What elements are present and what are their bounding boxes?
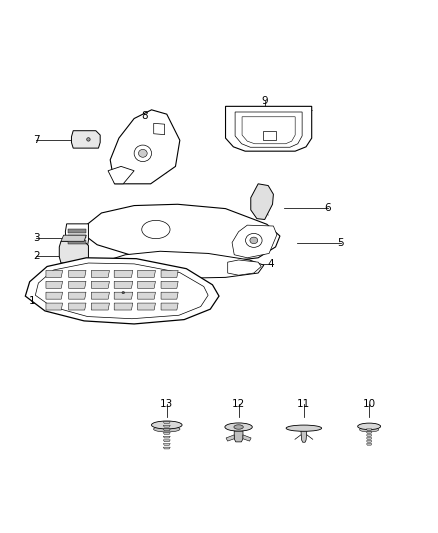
Polygon shape <box>92 303 110 310</box>
Polygon shape <box>228 260 261 275</box>
Polygon shape <box>46 292 63 299</box>
Polygon shape <box>154 123 165 135</box>
Polygon shape <box>138 270 155 277</box>
Ellipse shape <box>138 149 147 157</box>
Polygon shape <box>138 281 155 288</box>
Text: 4: 4 <box>268 260 275 269</box>
Polygon shape <box>163 433 170 434</box>
Text: 2: 2 <box>33 251 39 261</box>
Polygon shape <box>138 303 155 310</box>
Polygon shape <box>232 225 277 258</box>
Polygon shape <box>65 224 88 248</box>
Text: 12: 12 <box>232 399 245 409</box>
Ellipse shape <box>225 423 252 431</box>
Polygon shape <box>161 292 178 299</box>
Polygon shape <box>161 270 178 277</box>
Polygon shape <box>243 435 251 441</box>
Polygon shape <box>226 107 312 151</box>
Polygon shape <box>163 436 170 438</box>
Polygon shape <box>367 429 372 430</box>
Ellipse shape <box>122 292 124 294</box>
Polygon shape <box>114 292 133 299</box>
Polygon shape <box>234 431 243 442</box>
Ellipse shape <box>250 237 258 244</box>
Polygon shape <box>35 263 208 319</box>
Polygon shape <box>138 292 155 299</box>
Text: 3: 3 <box>33 233 39 243</box>
Polygon shape <box>69 303 86 310</box>
Polygon shape <box>46 281 63 288</box>
Polygon shape <box>68 240 86 244</box>
Ellipse shape <box>358 423 381 430</box>
Polygon shape <box>367 432 372 433</box>
Polygon shape <box>163 425 170 427</box>
Polygon shape <box>161 303 178 310</box>
Polygon shape <box>69 270 86 277</box>
Ellipse shape <box>87 138 90 141</box>
Polygon shape <box>46 303 63 310</box>
Text: 6: 6 <box>325 203 331 213</box>
Polygon shape <box>163 429 170 431</box>
Ellipse shape <box>152 421 182 429</box>
Polygon shape <box>251 184 273 220</box>
Text: 5: 5 <box>338 238 344 247</box>
Text: 7: 7 <box>33 135 39 146</box>
Polygon shape <box>235 112 302 147</box>
Polygon shape <box>110 110 180 184</box>
Polygon shape <box>69 281 86 288</box>
Ellipse shape <box>246 233 262 247</box>
Polygon shape <box>163 443 170 445</box>
Polygon shape <box>242 117 295 144</box>
Polygon shape <box>92 270 110 277</box>
Polygon shape <box>68 235 86 238</box>
Polygon shape <box>25 258 219 324</box>
Ellipse shape <box>154 426 180 432</box>
Polygon shape <box>59 241 88 263</box>
Polygon shape <box>226 435 234 441</box>
Polygon shape <box>301 431 307 442</box>
Polygon shape <box>108 166 134 184</box>
Ellipse shape <box>286 425 321 431</box>
Polygon shape <box>114 303 133 310</box>
Polygon shape <box>367 441 372 442</box>
Polygon shape <box>92 281 110 288</box>
Polygon shape <box>367 443 372 445</box>
Polygon shape <box>163 440 170 442</box>
Polygon shape <box>92 292 110 299</box>
Polygon shape <box>161 281 178 288</box>
Text: 1: 1 <box>28 296 35 306</box>
Polygon shape <box>71 131 100 148</box>
Polygon shape <box>114 281 133 288</box>
Ellipse shape <box>134 145 152 161</box>
Polygon shape <box>46 270 63 277</box>
Text: 10: 10 <box>363 399 376 409</box>
Polygon shape <box>69 292 86 299</box>
Polygon shape <box>114 270 133 277</box>
Ellipse shape <box>234 425 243 429</box>
Polygon shape <box>163 422 170 424</box>
Polygon shape <box>99 251 264 278</box>
Polygon shape <box>262 131 276 140</box>
Polygon shape <box>367 438 372 439</box>
Polygon shape <box>61 235 86 241</box>
Text: 8: 8 <box>142 111 148 122</box>
Text: 13: 13 <box>160 399 173 409</box>
Text: 9: 9 <box>261 96 268 106</box>
Polygon shape <box>163 447 170 449</box>
Polygon shape <box>83 204 280 262</box>
Polygon shape <box>367 435 372 437</box>
Ellipse shape <box>360 427 379 432</box>
Text: 11: 11 <box>297 399 311 409</box>
Ellipse shape <box>142 220 170 239</box>
Polygon shape <box>68 229 86 232</box>
